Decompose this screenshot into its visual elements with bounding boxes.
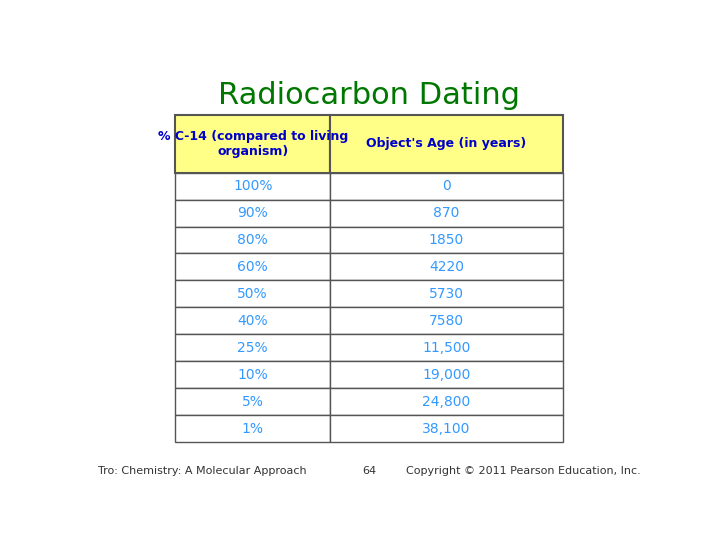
- Bar: [330, 388, 563, 415]
- Text: 19,000: 19,000: [423, 368, 471, 382]
- Bar: [175, 226, 330, 253]
- Text: 50%: 50%: [238, 287, 268, 301]
- Text: 5730: 5730: [429, 287, 464, 301]
- Bar: [330, 307, 563, 334]
- Text: Tro: Chemistry: A Molecular Approach: Tro: Chemistry: A Molecular Approach: [98, 465, 307, 476]
- Text: Radiocarbon Dating: Radiocarbon Dating: [218, 81, 520, 110]
- Bar: [175, 307, 330, 334]
- Text: 0: 0: [442, 179, 451, 193]
- Text: 90%: 90%: [238, 206, 268, 220]
- Text: Object's Age (in years): Object's Age (in years): [366, 137, 526, 150]
- Bar: [175, 334, 330, 361]
- Text: % C-14 (compared to living
organism): % C-14 (compared to living organism): [158, 130, 348, 158]
- Bar: [330, 415, 563, 442]
- Text: 64: 64: [362, 465, 376, 476]
- Text: 11,500: 11,500: [423, 341, 471, 355]
- Bar: [175, 253, 330, 280]
- Bar: [330, 200, 563, 226]
- Text: 38,100: 38,100: [423, 422, 471, 436]
- Text: 25%: 25%: [238, 341, 268, 355]
- Bar: [330, 334, 563, 361]
- Bar: [330, 115, 563, 173]
- Text: 40%: 40%: [238, 314, 268, 328]
- Text: 4220: 4220: [429, 260, 464, 274]
- Bar: [175, 173, 330, 200]
- Bar: [330, 253, 563, 280]
- Bar: [175, 200, 330, 226]
- Bar: [175, 280, 330, 307]
- Bar: [175, 415, 330, 442]
- Text: 7580: 7580: [429, 314, 464, 328]
- Text: 5%: 5%: [242, 395, 264, 409]
- Text: 24,800: 24,800: [423, 395, 471, 409]
- Bar: [330, 361, 563, 388]
- Bar: [330, 226, 563, 253]
- Text: 100%: 100%: [233, 179, 272, 193]
- Text: 1850: 1850: [429, 233, 464, 247]
- Text: 870: 870: [433, 206, 459, 220]
- Text: 1%: 1%: [242, 422, 264, 436]
- Text: 10%: 10%: [238, 368, 268, 382]
- Bar: [330, 280, 563, 307]
- Bar: [175, 115, 330, 173]
- Bar: [330, 173, 563, 200]
- Text: 80%: 80%: [238, 233, 268, 247]
- Bar: [175, 361, 330, 388]
- Bar: [175, 388, 330, 415]
- Text: Copyright © 2011 Pearson Education, Inc.: Copyright © 2011 Pearson Education, Inc.: [405, 465, 640, 476]
- Text: 60%: 60%: [238, 260, 268, 274]
